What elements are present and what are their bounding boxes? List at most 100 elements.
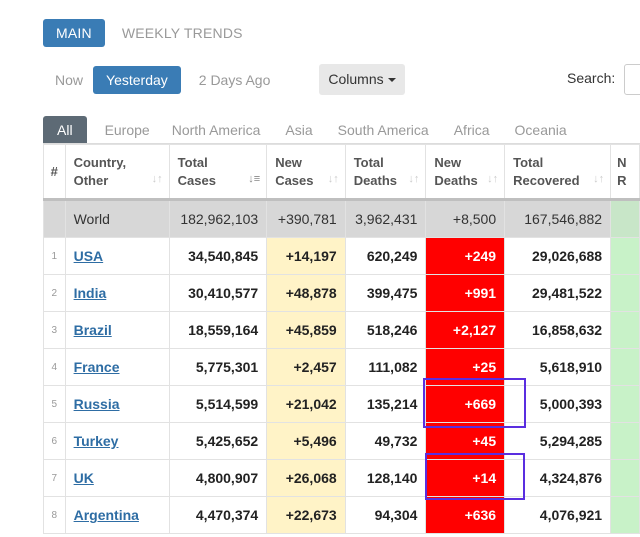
country-cell: Brazil <box>64 311 170 349</box>
row-index: 5 <box>43 385 66 423</box>
total-cases-cell: 4,800,907 <box>168 459 268 497</box>
total-recovered-cell: 16,858,632 <box>504 311 612 349</box>
sort-icon: ↓↑ <box>487 173 499 185</box>
row-index: 6 <box>43 422 66 460</box>
new-recovered-cell <box>610 422 640 460</box>
row-index: 2 <box>43 274 66 312</box>
world-new-deaths: +8,500 <box>425 198 506 238</box>
region-tabs-divider <box>43 143 640 144</box>
row-index: 3 <box>43 311 66 349</box>
header-total-recovered-line2: Recovered <box>513 172 580 188</box>
total-cases-cell: 5,514,599 <box>168 385 268 423</box>
sort-icon: ↓↑ <box>593 173 605 185</box>
region-tab-all[interactable]: All <box>43 116 87 144</box>
header-total-deaths-line2: Deaths <box>353 172 398 188</box>
table-row: 7 UK 4,800,907 +26,068 128,140 +14 4,324,876 <box>43 459 640 497</box>
row-index: 1 <box>43 237 66 275</box>
new-cases-cell: +21,042 <box>266 385 346 423</box>
header-new-cases[interactable]: New Cases ↓↑ <box>266 144 346 200</box>
columns-button[interactable]: Columns <box>319 64 405 95</box>
country-cell: France <box>64 348 170 386</box>
total-deaths-cell: 111,082 <box>344 348 427 386</box>
region-tab-africa[interactable]: Africa <box>453 122 490 138</box>
header-new-cases-line1: New <box>275 154 302 170</box>
header-new-recovered[interactable]: N R <box>610 144 640 200</box>
region-tab-south-america[interactable]: South America <box>337 122 429 138</box>
region-tab-europe[interactable]: Europe <box>104 122 150 138</box>
table-row: 2 India 30,410,577 +48,878 399,475 +991 29,481… <box>43 274 640 312</box>
country-link[interactable]: Argentina <box>73 507 139 523</box>
header-new-deaths[interactable]: New Deaths ↓↑ <box>425 144 506 200</box>
region-tab-oceania[interactable]: Oceania <box>514 122 567 138</box>
new-recovered-cell <box>610 274 640 312</box>
region-tab-asia[interactable]: Asia <box>285 122 313 138</box>
day-filter-now[interactable]: Now <box>55 72 84 88</box>
highlight-box-russia-new-deaths <box>423 378 526 428</box>
total-deaths-cell: 94,304 <box>344 496 427 534</box>
header-total-cases-line1: Total <box>177 154 208 170</box>
region-tab-north-america[interactable]: North America <box>171 122 261 138</box>
country-link[interactable]: India <box>73 285 107 301</box>
table-row: 6 Turkey 5,425,652 +5,496 49,732 +45 5,294,285 <box>43 422 640 460</box>
new-recovered-cell <box>610 237 640 275</box>
country-link[interactable]: UK <box>73 470 94 486</box>
day-filter-2-days-ago[interactable]: 2 Days Ago <box>198 72 271 88</box>
header-total-cases[interactable]: Total Cases ↓≡ <box>168 144 268 200</box>
new-cases-cell: +45,859 <box>266 311 346 349</box>
world-row: World 182,962,103 +390,781 3,962,431 +8,… <box>43 198 640 238</box>
world-country: World <box>64 198 170 238</box>
table-row: 5 Russia 5,514,599 +21,042 135,214 +669 5,000,… <box>43 385 640 423</box>
header-new-cases-line2: Cases <box>275 172 314 188</box>
total-cases-cell: 34,540,845 <box>168 237 268 275</box>
covid-stats-table: # Country, Other ↓↑ Total Cases ↓≡ New C… <box>43 144 640 534</box>
country-cell: USA <box>64 237 170 275</box>
total-deaths-cell: 49,732 <box>344 422 427 460</box>
day-filter-yesterday[interactable]: Yesterday <box>93 66 181 94</box>
tab-weekly-trends[interactable]: WEEKLY TRENDS <box>121 25 243 41</box>
country-link[interactable]: Russia <box>73 396 120 412</box>
total-deaths-cell: 518,246 <box>344 311 427 349</box>
world-idx <box>43 198 66 238</box>
country-link[interactable]: Brazil <box>73 322 112 338</box>
columns-button-label: Columns <box>328 71 384 87</box>
new-recovered-cell <box>610 311 640 349</box>
header-num[interactable]: # <box>43 144 66 200</box>
header-total-recovered[interactable]: Total Recovered ↓↑ <box>504 144 612 200</box>
country-link[interactable]: France <box>73 359 120 375</box>
new-cases-cell: +26,068 <box>266 459 346 497</box>
search-input[interactable] <box>624 64 640 95</box>
total-deaths-cell: 135,214 <box>344 385 427 423</box>
country-cell: Argentina <box>64 496 170 534</box>
table-header-row: # Country, Other ↓↑ Total Cases ↓≡ New C… <box>43 144 640 200</box>
table-row: 8 Argentina 4,470,374 +22,673 94,304 +636 4,07… <box>43 496 640 534</box>
total-cases-cell: 4,470,374 <box>168 496 268 534</box>
total-cases-cell: 18,559,164 <box>168 311 268 349</box>
table-row: 1 USA 34,540,845 +14,197 620,249 +249 29,026,6… <box>43 237 640 275</box>
new-recovered-cell <box>610 459 640 497</box>
main-tabs: MAIN WEEKLY TRENDS <box>43 19 256 47</box>
new-cases-cell: +2,457 <box>266 348 346 386</box>
new-cases-cell: +5,496 <box>266 422 346 460</box>
country-cell: India <box>64 274 170 312</box>
new-recovered-cell <box>610 496 640 534</box>
country-link[interactable]: Turkey <box>73 433 119 449</box>
country-link[interactable]: USA <box>73 248 104 264</box>
header-country[interactable]: Country, Other ↓↑ <box>64 144 170 200</box>
world-total-deaths: 3,962,431 <box>344 198 427 238</box>
tab-main[interactable]: MAIN <box>43 19 105 47</box>
new-cases-cell: +14,197 <box>266 237 346 275</box>
new-deaths-cell: +2,127 <box>425 311 506 349</box>
total-deaths-cell: 399,475 <box>344 274 427 312</box>
table-row: 3 Brazil 18,559,164 +45,859 518,246 +2,127 16,… <box>43 311 640 349</box>
header-total-cases-line2: Cases <box>177 172 216 188</box>
header-total-deaths[interactable]: Total Deaths ↓↑ <box>344 144 427 200</box>
day-filter-bar: Now Yesterday 2 Days Ago <box>45 66 280 94</box>
header-country-line1: Country, <box>73 154 127 170</box>
header-total-deaths-line1: Total <box>353 154 384 170</box>
sort-icon: ↓↑ <box>408 173 420 185</box>
header-total-recovered-line1: Total <box>513 154 544 170</box>
header-new-recovered-line1: N <box>617 154 627 170</box>
sort-icon: ↓↑ <box>151 173 163 185</box>
new-deaths-cell: +14 <box>425 459 506 497</box>
total-recovered-cell: 29,481,522 <box>504 274 612 312</box>
